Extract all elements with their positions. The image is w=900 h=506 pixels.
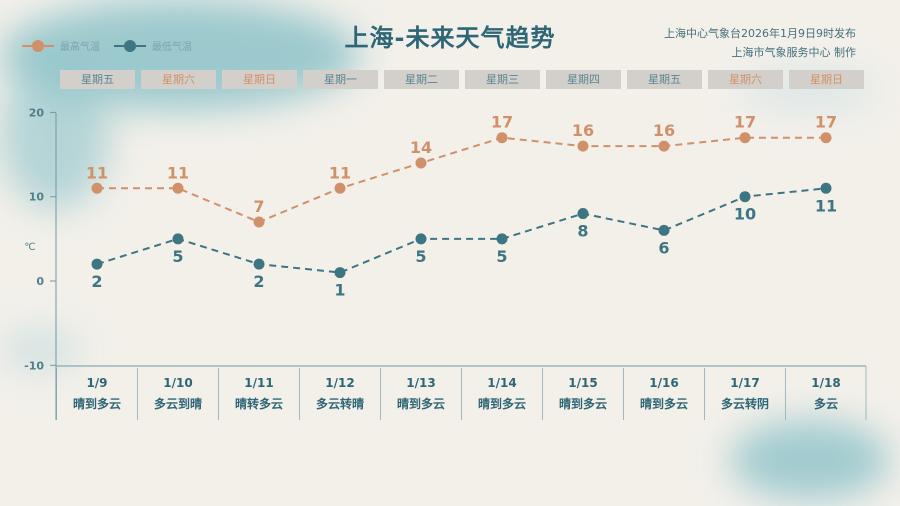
weather-label: 多云	[813, 397, 838, 411]
weather-label: 多云转晴	[315, 397, 364, 411]
low-temp-point	[172, 233, 184, 245]
low-temp-label: 6	[658, 238, 669, 257]
source-publish: 上海中心气象台2026年1月9日9时发布	[664, 27, 856, 40]
y-tick-label: 10	[29, 191, 45, 204]
date-cell: 1/13 晴到多云	[380, 368, 461, 420]
weekday-label: 星期三	[465, 70, 540, 89]
low-temp-point	[658, 224, 670, 236]
low-temp-label: 2	[91, 272, 102, 291]
high-temp-label: 16	[653, 121, 675, 140]
low-temp-label: 5	[172, 247, 183, 266]
high-temp-label: 14	[410, 138, 432, 157]
source-producer: 上海市气象服务中心 制作	[731, 46, 857, 59]
date-label: 1/13	[406, 376, 436, 390]
date-label: 1/16	[649, 376, 679, 390]
weather-label: 多云转阴	[720, 397, 769, 411]
high-temp-label: 11	[86, 163, 108, 182]
page-title: 上海-未来天气趋势	[344, 24, 556, 52]
low-temp-label: 5	[496, 247, 507, 266]
weekday-label: 星期一	[303, 70, 378, 89]
date-cell: 1/11 晴转多云	[218, 368, 299, 420]
legend-low-label: 最低气温	[152, 42, 192, 53]
weather-label: 晴转多云	[234, 397, 283, 411]
date-cell: 1/16 晴到多云	[623, 368, 704, 420]
date-label: 1/17	[730, 376, 760, 390]
cloud-decoration	[0, 330, 80, 370]
high-temp-label: 11	[329, 163, 351, 182]
y-tick-label: 20	[29, 106, 45, 119]
high-temp-label: 11	[167, 163, 189, 182]
high-temp-point	[415, 157, 427, 169]
legend: 最高气温 最低气温	[22, 38, 192, 53]
date-cell: 1/14 晴到多云	[461, 368, 542, 420]
high-temp-point	[658, 140, 670, 152]
date-cell: 1/10 多云到晴	[137, 368, 218, 420]
low-temp-label: 8	[577, 222, 588, 241]
high-temp-point	[172, 182, 184, 194]
watercolor-decoration	[730, 420, 890, 500]
date-label: 1/11	[244, 376, 274, 390]
weekday-label: 星期四	[546, 70, 621, 89]
date-cell: 1/18 多云	[785, 368, 866, 420]
weather-label: 晴到多云	[477, 397, 526, 411]
weekday-label: 星期五	[60, 70, 135, 89]
low-temp-point	[415, 233, 427, 245]
weather-label: 晴到多云	[639, 397, 688, 411]
high-temp-label: 17	[491, 113, 513, 132]
weekday-label: 星期五	[627, 70, 702, 89]
high-temp-label: 7	[253, 197, 264, 216]
weather-label: 晴到多云	[558, 397, 607, 411]
low-temp-point	[739, 191, 751, 203]
weather-label: 多云到晴	[153, 397, 202, 411]
high-temp-point	[496, 132, 508, 144]
high-temp-label: 17	[734, 113, 756, 132]
low-temp-point	[577, 208, 589, 220]
date-label: 1/9	[86, 376, 108, 390]
high-temp-label: 16	[572, 121, 594, 140]
date-label: 1/15	[568, 376, 598, 390]
weekday-label: 星期六	[141, 70, 216, 89]
legend-high-marker	[22, 39, 54, 52]
date-label: 1/14	[487, 376, 517, 390]
weather-label: 晴到多云	[396, 397, 445, 411]
low-temp-label: 11	[815, 196, 837, 215]
date-label: 1/12	[325, 376, 355, 390]
high-temp-line	[97, 136, 826, 224]
high-temp-point	[91, 182, 103, 194]
low-temp-label: 1	[334, 281, 345, 300]
y-axis-label: ℃	[24, 242, 35, 253]
low-temp-label: 10	[734, 205, 756, 224]
low-temp-point	[91, 258, 103, 270]
high-temp-point	[739, 132, 751, 144]
low-temp-point	[334, 267, 346, 279]
low-temp-point	[820, 182, 832, 194]
low-temp-point	[496, 233, 508, 245]
date-label: 1/10	[163, 376, 193, 390]
high-temp-point	[820, 132, 832, 144]
high-temp-point	[253, 216, 265, 228]
high-temp-label: 17	[815, 113, 837, 132]
date-cell: 1/12 多云转晴	[299, 368, 380, 420]
low-temp-label: 5	[415, 247, 426, 266]
weekday-label: 星期日	[222, 70, 297, 89]
low-temp-point	[253, 258, 265, 270]
y-tick-label: -10	[24, 359, 44, 372]
low-temp-label: 2	[253, 272, 264, 291]
date-label: 1/18	[811, 376, 841, 390]
legend-low-marker	[114, 39, 146, 52]
weekday-label: 星期二	[384, 70, 459, 89]
high-temp-point	[334, 182, 346, 194]
y-tick-label: 0	[36, 275, 44, 288]
weather-label: 晴到多云	[72, 397, 121, 411]
high-temp-point	[577, 140, 589, 152]
date-cell: 1/17 多云转阴	[704, 368, 785, 420]
legend-high-label: 最高气温	[60, 42, 100, 53]
date-cell: 1/15 晴到多云	[542, 368, 623, 420]
weekday-label: 星期日	[789, 70, 864, 89]
weekday-label: 星期六	[708, 70, 783, 89]
